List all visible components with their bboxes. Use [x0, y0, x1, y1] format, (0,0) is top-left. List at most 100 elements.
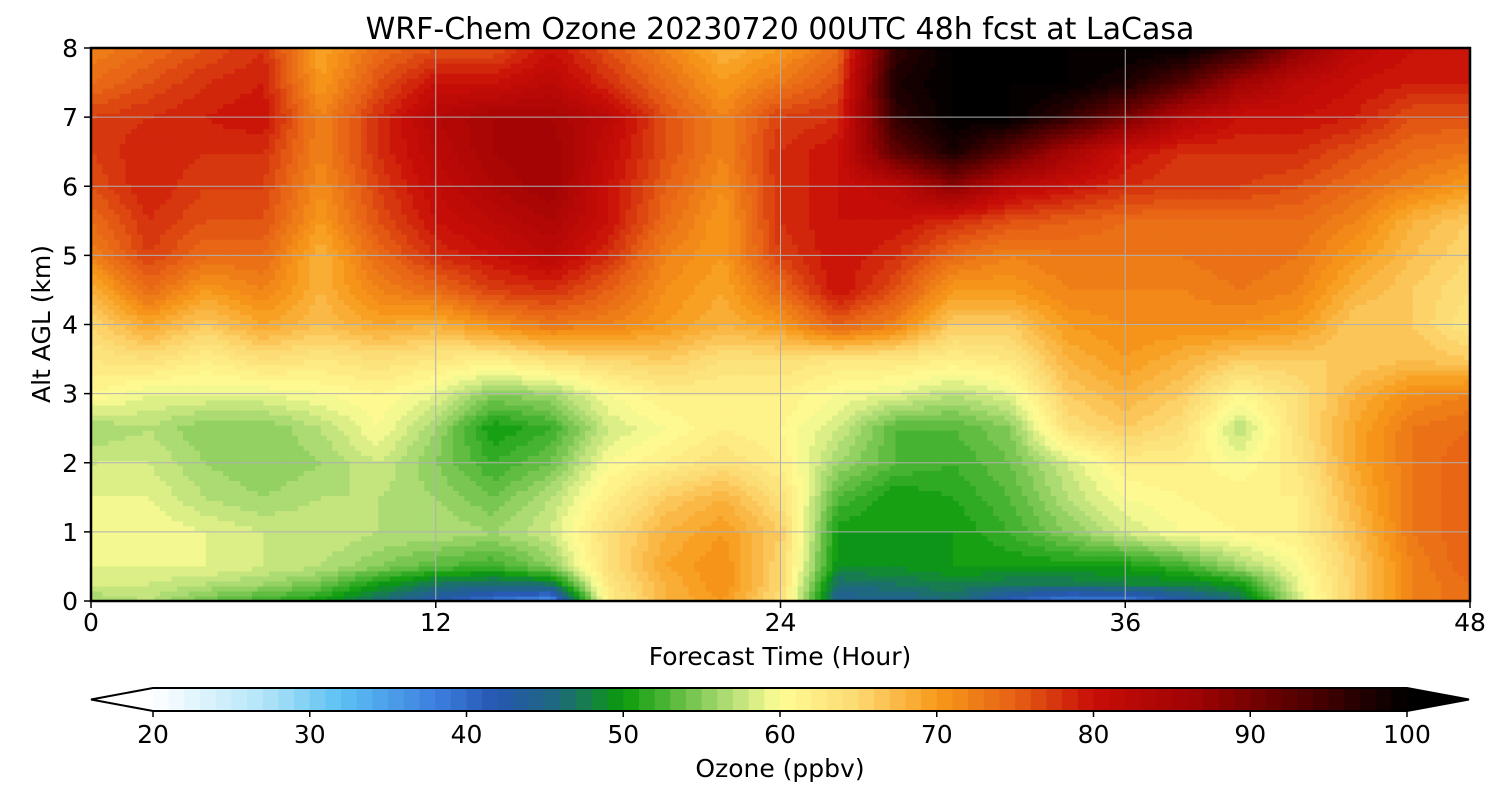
heatmap-cell [1413, 576, 1419, 582]
heatmap-cell [781, 591, 787, 597]
heatmap-cell [890, 581, 896, 587]
heatmap-cell [844, 591, 850, 597]
heatmap-cell [338, 581, 344, 587]
heatmap-cell [1286, 581, 1292, 587]
heatmap-cell [1263, 591, 1269, 597]
heatmap-cell [177, 576, 183, 582]
heatmap-cell [447, 571, 453, 577]
heatmap-cell [1453, 586, 1459, 592]
heatmap-cell [516, 586, 522, 592]
heatmap-cell [660, 581, 666, 587]
heatmap-cell [263, 581, 269, 587]
heatmap-cell [212, 591, 218, 597]
heatmap-cell [1165, 591, 1171, 597]
heatmap-cell [131, 581, 137, 587]
heatmap-cell [1211, 586, 1217, 592]
heatmap-cell [1384, 581, 1390, 587]
heatmap-cell [154, 571, 160, 577]
heatmap-cell [1177, 581, 1183, 587]
heatmap-cell [516, 581, 522, 587]
heatmap-cell [1085, 586, 1091, 592]
heatmap-cell [419, 581, 425, 587]
heatmap-cell [482, 576, 488, 582]
heatmap-cell [1079, 591, 1085, 597]
heatmap-cell [1390, 576, 1396, 582]
heatmap-cell [556, 591, 562, 597]
heatmap-cell [1280, 576, 1286, 582]
heatmap-cell [872, 581, 878, 587]
ozone-heatmap-chart: WRF-Chem Ozone 20230720 00UTC 48h fcst a… [0, 0, 1500, 800]
heatmap-cell [551, 581, 557, 587]
heatmap-cell [137, 591, 143, 597]
heatmap-cell [401, 576, 407, 582]
heatmap-cell [1441, 576, 1447, 582]
heatmap-cell [298, 571, 304, 577]
heatmap-cell [625, 586, 631, 592]
heatmap-cell [1332, 581, 1338, 587]
heatmap-cell [1246, 591, 1252, 597]
heatmap-cell [786, 591, 792, 597]
heatmap-cell [246, 576, 252, 582]
heatmap-cell [729, 591, 735, 597]
heatmap-cell [1194, 591, 1200, 597]
heatmap-cell [499, 576, 505, 582]
heatmap-cell [384, 576, 390, 582]
heatmap-cell [1085, 576, 1091, 582]
heatmap-cell [591, 591, 597, 597]
heatmap-cell [1188, 591, 1194, 597]
heatmap-cell [361, 581, 367, 587]
heatmap-cell [769, 586, 775, 592]
heatmap-cell [424, 571, 430, 577]
heatmap-cell [315, 571, 321, 577]
heatmap-cell [694, 591, 700, 597]
heatmap-cell [1217, 581, 1223, 587]
heatmap-cell [183, 581, 189, 587]
heatmap-cell [401, 586, 407, 592]
heatmap-cell [1085, 581, 1091, 587]
heatmap-cell [459, 581, 465, 587]
heatmap-cell [1206, 581, 1212, 587]
heatmap-cell [470, 581, 476, 587]
heatmap-cell [1298, 586, 1304, 592]
heatmap-cell [378, 586, 384, 592]
heatmap-cell [263, 571, 269, 577]
heatmap-cell [223, 581, 229, 587]
heatmap-cell [694, 576, 700, 582]
heatmap-cell [1097, 586, 1103, 592]
heatmap-cell [878, 591, 884, 597]
heatmap-cell [355, 586, 361, 592]
heatmap-cell [194, 576, 200, 582]
heatmap-cell [1257, 591, 1263, 597]
heatmap-cell [1206, 591, 1212, 597]
heatmap-cell [533, 571, 539, 577]
heatmap-cell [522, 581, 528, 587]
heatmap-cell [890, 576, 896, 582]
heatmap-cell [281, 581, 287, 587]
heatmap-cell [1131, 586, 1137, 592]
heatmap-cell [217, 581, 223, 587]
heatmap-cell [1298, 576, 1304, 582]
heatmap-cell [803, 586, 809, 592]
heatmap-cell [464, 581, 470, 587]
heatmap-cell [930, 576, 936, 582]
heatmap-cell [189, 586, 195, 592]
heatmap-cell [516, 576, 522, 582]
heatmap-cell [895, 591, 901, 597]
heatmap-cell [677, 581, 683, 587]
heatmap-cell [602, 591, 608, 597]
heatmap-cell [1447, 576, 1453, 582]
heatmap-cell [166, 586, 172, 592]
heatmap-cell [953, 591, 959, 597]
heatmap-cell [384, 591, 390, 597]
heatmap-cell [895, 586, 901, 592]
heatmap-cell [212, 581, 218, 587]
heatmap-cell [1407, 591, 1413, 597]
heatmap-cell [1051, 581, 1057, 587]
heatmap-cell [143, 571, 149, 577]
heatmap-cell [643, 586, 649, 592]
heatmap-cell [752, 591, 758, 597]
heatmap-cell [269, 571, 275, 577]
heatmap-cell [102, 591, 108, 597]
heatmap-cell [689, 591, 695, 597]
heatmap-cell [648, 591, 654, 597]
